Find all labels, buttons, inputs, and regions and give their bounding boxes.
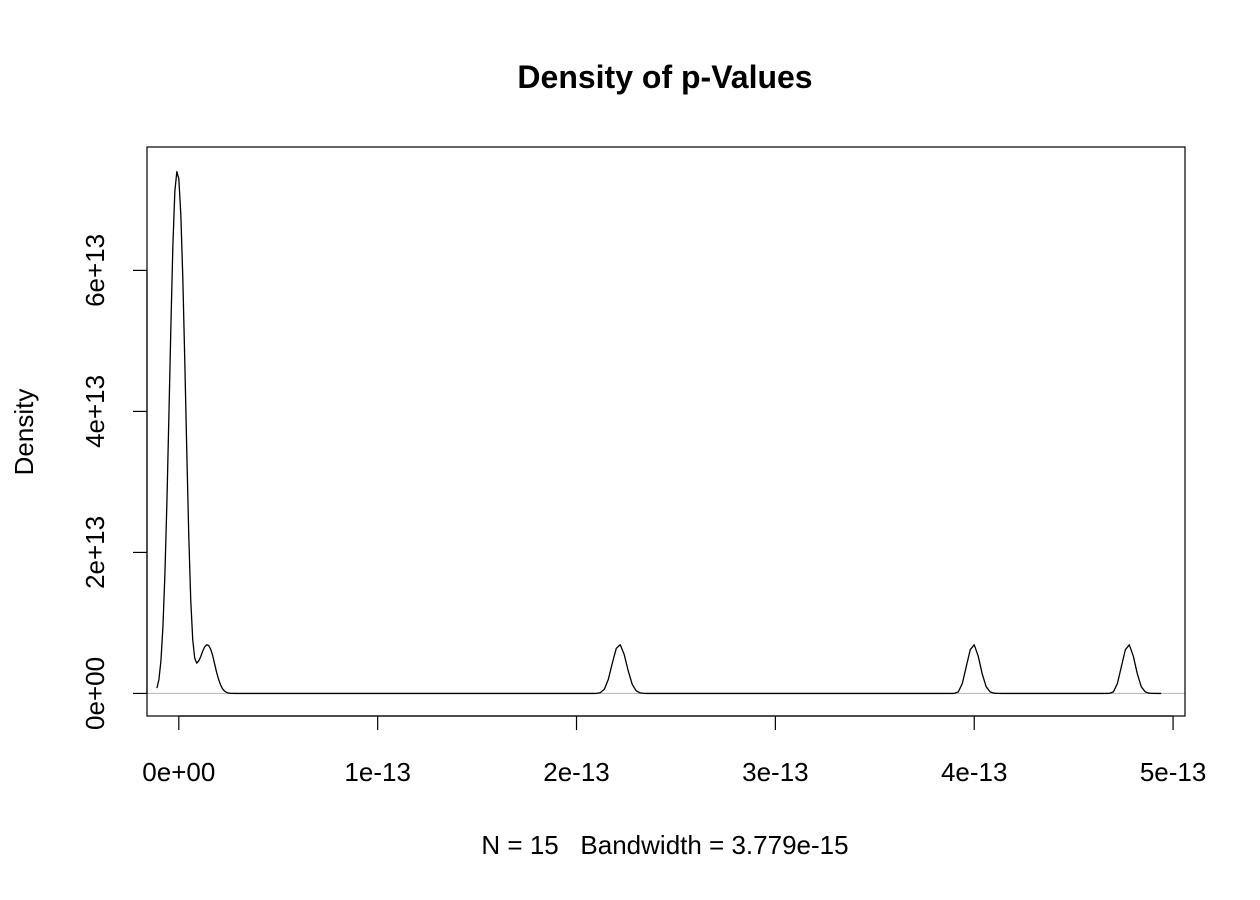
plot-frame bbox=[146, 146, 1186, 717]
y-tick-label: 4e+13 bbox=[80, 375, 110, 448]
chart-title: Density of p-Values bbox=[517, 59, 812, 95]
x-tick-label: 0e+00 bbox=[142, 757, 215, 787]
x-tick-label: 1e-13 bbox=[344, 757, 411, 787]
x-tick-label: 5e-13 bbox=[1140, 757, 1207, 787]
x-axis-label: N = 15 Bandwidth = 3.779e-15 bbox=[481, 830, 848, 860]
y-tick-label: 6e+13 bbox=[80, 234, 110, 307]
x-tick-label: 3e-13 bbox=[742, 757, 809, 787]
x-tick-label: 4e-13 bbox=[941, 757, 1008, 787]
y-tick-label: 0e+00 bbox=[80, 657, 110, 730]
density-line-0 bbox=[156, 171, 1162, 695]
y-tick-label: 2e+13 bbox=[80, 516, 110, 589]
x-tick-label: 2e-13 bbox=[543, 757, 610, 787]
axes: 0e+00 1e-13 2e-13 3e-13 4e-13 5e-13 0e+00 2e+13… bbox=[80, 146, 1207, 787]
plot-area bbox=[147, 171, 1185, 695]
y-axis-label: Density bbox=[9, 389, 39, 476]
